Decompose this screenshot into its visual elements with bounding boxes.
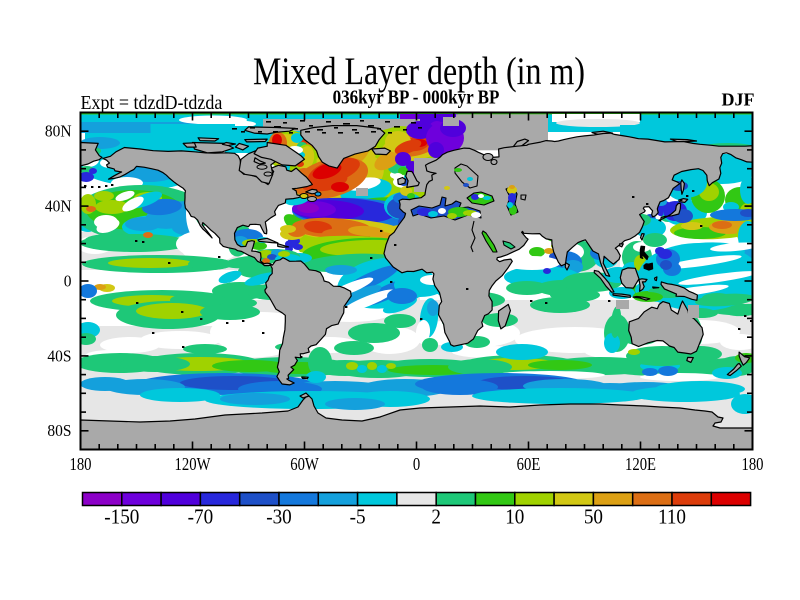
svg-text:60E: 60E (517, 456, 541, 474)
svg-text:DJF: DJF (722, 90, 755, 110)
svg-text:-150: -150 (104, 506, 139, 529)
svg-text:-30: -30 (266, 506, 292, 529)
svg-text:Mixed Layer depth (in m): Mixed Layer depth (in m) (253, 49, 585, 93)
svg-text:2: 2 (431, 506, 441, 529)
svg-text:180: 180 (69, 456, 91, 474)
svg-text:60W: 60W (290, 456, 319, 474)
svg-text:036kyr BP - 000kyr BP: 036kyr BP - 000kyr BP (333, 86, 500, 109)
svg-text:40S: 40S (47, 347, 71, 366)
svg-text:50: 50 (584, 506, 603, 529)
svg-text:120E: 120E (625, 456, 656, 474)
svg-text:10: 10 (505, 506, 524, 529)
svg-text:180: 180 (741, 456, 763, 474)
svg-text:-70: -70 (188, 506, 214, 529)
svg-text:-5: -5 (350, 506, 366, 529)
svg-text:0: 0 (64, 272, 72, 291)
svg-text:Expt = tdzdD-tdzda: Expt = tdzdD-tdzda (81, 92, 223, 114)
svg-text:110: 110 (658, 506, 686, 529)
svg-text:120W: 120W (175, 456, 212, 474)
svg-text:80N: 80N (45, 122, 72, 141)
svg-text:80S: 80S (47, 421, 71, 440)
svg-text:0: 0 (413, 456, 420, 474)
svg-text:40N: 40N (45, 197, 72, 216)
